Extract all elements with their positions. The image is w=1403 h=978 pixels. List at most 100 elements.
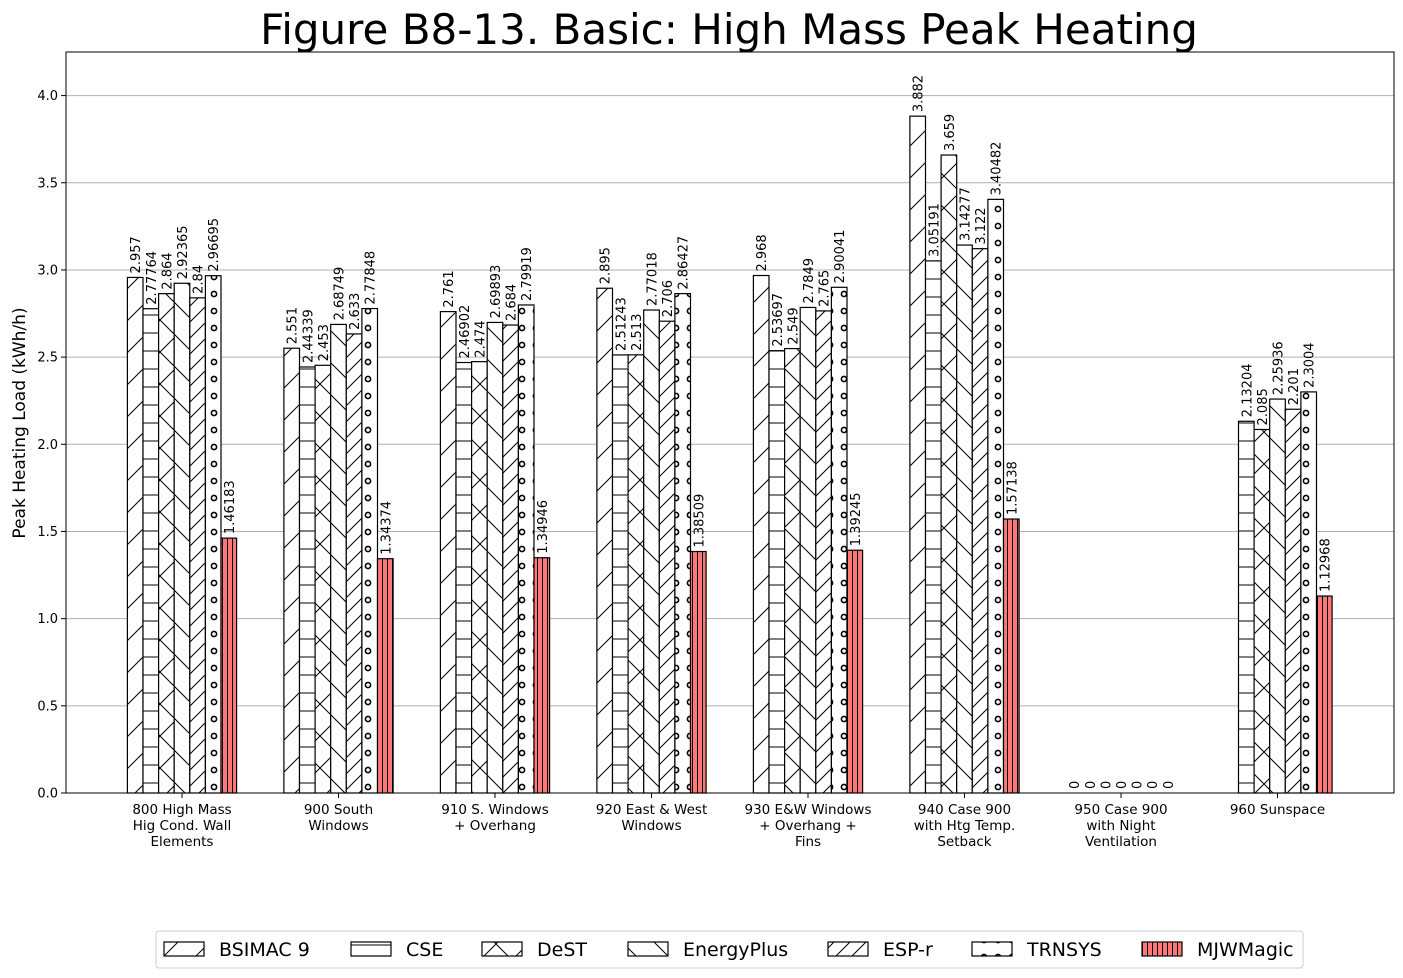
x-tick-label: 920 East & West [596, 802, 708, 818]
data-label: 2.633 [348, 293, 363, 330]
bar [517, 304, 535, 794]
bar [627, 354, 645, 794]
bar [283, 347, 301, 794]
legend-swatch [627, 941, 669, 957]
y-tick-label: 2.0 [37, 438, 58, 453]
data-label: 2.44339 [301, 309, 316, 363]
data-label: 2.77764 [145, 251, 160, 305]
data-label: 2.46902 [458, 305, 473, 359]
bar [643, 309, 660, 794]
bar [1002, 518, 1020, 794]
bar [126, 276, 144, 794]
data-label: 2.3004 [1303, 342, 1318, 388]
bar [799, 306, 817, 794]
data-label: 2.513 [630, 314, 645, 351]
data-label: 2.474 [473, 320, 488, 357]
y-tick-label: 0.5 [37, 699, 58, 714]
data-label: 2.968 [755, 234, 770, 271]
y-tick-label: 1.0 [37, 612, 58, 627]
data-label: 3.40482 [990, 142, 1005, 196]
x-tick-label: Setback [937, 834, 991, 850]
data-label: 1.34946 [536, 500, 551, 554]
bars [126, 115, 1333, 794]
bar [330, 323, 347, 794]
data-label: 3.882 [912, 75, 927, 112]
bar [596, 287, 614, 794]
bar [1300, 391, 1318, 794]
data-label: 3.122 [974, 207, 989, 244]
bar [752, 274, 770, 794]
y-tick-label: 4.0 [37, 89, 58, 104]
x-tick-label: Windows [308, 818, 368, 834]
bar [361, 307, 379, 794]
legend-swatch [481, 941, 523, 957]
bar [486, 321, 504, 794]
x-tick-label: Windows [621, 818, 681, 834]
legend-label: DeST [537, 939, 587, 961]
x-tick-label: 960 Sunspace [1230, 802, 1325, 818]
data-label: 2.84 [192, 265, 207, 294]
data-label: 2.085 [1256, 388, 1271, 425]
x-tick-label: + Overhang [454, 818, 536, 834]
bar [533, 557, 551, 794]
legend-label: BSIMAC 9 [219, 939, 310, 961]
legend-swatch [350, 941, 392, 957]
bar [611, 354, 629, 794]
data-label: 0 [1068, 781, 1083, 789]
bar [956, 244, 973, 794]
x-tick-label: 930 E&W Windows [744, 802, 871, 818]
bar [314, 364, 332, 794]
data-label: 2.706 [661, 280, 676, 317]
x-tick-label: Fins [795, 834, 821, 850]
data-label: 2.201 [1287, 368, 1302, 405]
bar [439, 311, 457, 794]
y-tick-label: 0.0 [37, 787, 58, 802]
data-label: 2.77018 [646, 252, 661, 306]
y-tick-label: 3.0 [37, 263, 58, 278]
data-label: 2.895 [599, 247, 614, 284]
data-label: 2.551 [286, 307, 301, 344]
legend-label: ESP-r [883, 939, 933, 961]
y-axis: 0.0 0.5 1.0 1.5 2.0 2.5 3.0 3.5 4.0 [37, 89, 66, 802]
data-label: 1.34374 [379, 501, 394, 555]
legend-label: CSE [406, 939, 443, 961]
data-label: 0 [1162, 781, 1177, 789]
y-tick-label: 3.5 [37, 176, 58, 191]
bar [674, 293, 692, 794]
data-label: 1.12968 [1318, 538, 1333, 592]
bar [1284, 408, 1302, 794]
data-label: 2.90041 [833, 230, 848, 284]
bar [909, 115, 927, 794]
data-label: 3.659 [943, 114, 958, 151]
bar [1315, 595, 1333, 794]
data-label: 2.7849 [802, 258, 817, 304]
bar [158, 293, 175, 794]
x-tick-label: with Night [1086, 818, 1155, 834]
x-tick-label: 910 S. Windows [441, 802, 548, 818]
legend-swatch [163, 941, 205, 957]
bar [815, 310, 832, 794]
bar [1269, 398, 1286, 794]
data-label: 2.96695 [207, 218, 222, 272]
data-label: 2.69893 [489, 265, 504, 319]
data-label: 0 [1084, 781, 1099, 789]
data-label: 2.549 [786, 307, 801, 344]
plot-frame [65, 51, 1395, 794]
data-label: 1.46183 [223, 480, 238, 534]
legend-label: TRNSYS [1026, 939, 1102, 961]
data-label: 3.14277 [959, 187, 974, 241]
bar [689, 550, 707, 794]
bar [1237, 420, 1255, 794]
legend: BSIMAC 9 CSE DeST EnergyPlus ESP-r TRNSYS MJWM… [163, 939, 1294, 961]
bar [658, 320, 676, 794]
bar [471, 361, 488, 794]
data-label: 2.957 [129, 236, 144, 273]
bar [924, 260, 942, 794]
bar [173, 282, 191, 794]
data-label: 2.13204 [1240, 364, 1255, 418]
data-label: 0 [1146, 781, 1161, 789]
legend-swatch [971, 941, 1013, 957]
x-tick-label: with Htg Temp. [914, 818, 1016, 834]
